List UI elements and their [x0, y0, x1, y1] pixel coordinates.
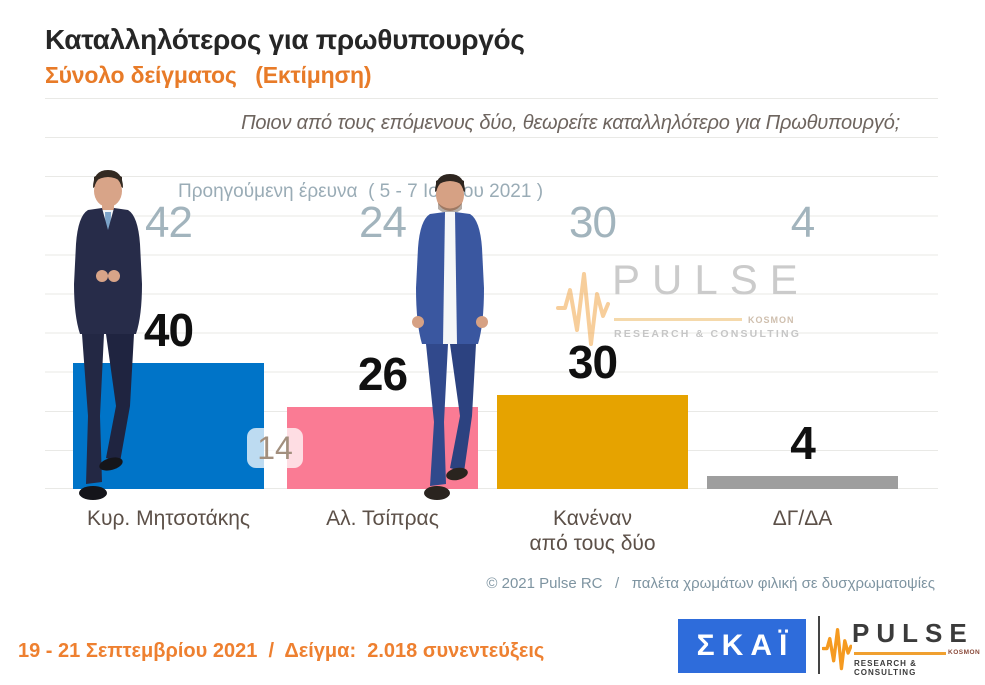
pulse-logo-smallprint: KOSMON: [948, 649, 981, 656]
fieldwork-sample-text: 19 - 21 Σεπτεμβρίου 2021 / Δείγμα: 2.018…: [18, 640, 545, 662]
category-label: Κυρ. Μητσοτάκης: [86, 507, 251, 530]
pulse-logo-tagline: RESEARCH & CONSULTING: [854, 659, 921, 677]
current-value: 30: [567, 335, 618, 388]
category-label: Κανέναν από τους δύο: [529, 507, 656, 556]
pulse-logo: PULSE KOSMON RESEARCH & CONSULTING: [818, 614, 982, 678]
bar-column-tsipras: 24 26 Αλ. Τσίπρας: [287, 98, 478, 530]
photo-tsipras: [412, 174, 488, 500]
category-label: Αλ. Τσίπρας: [326, 507, 439, 530]
pulse-logo-rule: [854, 652, 946, 655]
pulse-heartbeat-icon: [822, 628, 852, 671]
category-label: ΔΓ/ΔΑ: [772, 507, 833, 530]
copyright-note: © 2021 Pulse RC / παλέτα χρωμάτων φιλική…: [486, 575, 935, 592]
current-value: 26: [357, 348, 408, 401]
skai-logo: ΣΚΑΪ: [678, 619, 806, 673]
bar-column-dontknow: 4 4 ΔΓ/ΔΑ: [707, 98, 898, 530]
page-subtitle: Σύνολο δείγματος (Εκτίμηση): [45, 62, 372, 88]
watermark-smallprint: KOSMON: [748, 315, 795, 325]
pulse-heartbeat-icon: [556, 272, 610, 346]
watermark-tagline: RESEARCH & CONSULTING: [614, 328, 802, 340]
watermark-brand: PULSE: [612, 256, 810, 303]
pulse-logo-brand: PULSE: [852, 618, 974, 648]
skai-logo-text: ΣΚΑΪ: [696, 629, 795, 662]
survey-question: Ποιον από τους επόμενους δύο, θεωρείτε κ…: [233, 112, 908, 135]
bar: [497, 394, 688, 489]
lead-difference-badge: 14: [247, 428, 303, 468]
previous-value: 42: [145, 198, 193, 247]
current-value: 40: [143, 304, 194, 356]
page-title: Καταλληλότερος για πρωθυπουργός: [45, 24, 525, 55]
watermark-rule: [614, 318, 742, 321]
bar: [287, 407, 478, 489]
previous-value: 30: [569, 198, 617, 247]
bar-column-mitsotakis: 42 40 Κυρ. Μητσοτάκης: [73, 98, 264, 530]
bar-column-neither: 30 30 Κανέναν από τους δύο: [497, 98, 688, 555]
previous-value: 4: [790, 198, 815, 247]
previous-value: 24: [359, 198, 407, 247]
photo-mitsotakis: [74, 170, 142, 500]
pulse-logo-divider: [818, 616, 820, 674]
bar: [707, 476, 898, 489]
current-value: 4: [790, 417, 816, 470]
